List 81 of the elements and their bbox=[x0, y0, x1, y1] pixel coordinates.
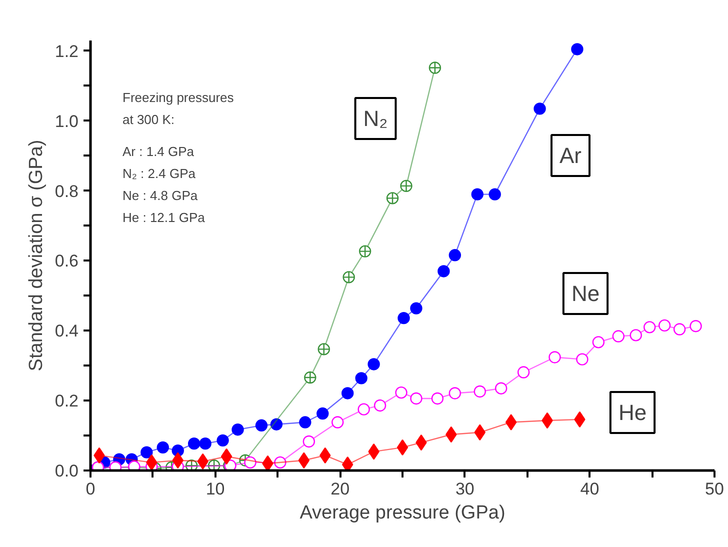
point bbox=[262, 455, 274, 470]
point bbox=[318, 343, 330, 356]
point bbox=[220, 448, 232, 465]
x-tick-label: 10 bbox=[206, 480, 225, 498]
x-axis-title: Average pressure (GPa) bbox=[300, 502, 506, 524]
annotation: N₂ bbox=[363, 106, 388, 131]
point bbox=[342, 456, 354, 470]
point bbox=[374, 399, 386, 412]
point bbox=[341, 387, 354, 400]
point bbox=[471, 188, 484, 200]
point bbox=[431, 392, 444, 405]
y-axis-title: Standard deviation σ (GPa) bbox=[26, 140, 47, 372]
annotation: at 300 K: bbox=[122, 112, 175, 127]
point bbox=[630, 329, 642, 342]
point bbox=[270, 418, 283, 430]
point bbox=[505, 414, 517, 430]
point bbox=[316, 407, 329, 420]
point bbox=[592, 336, 605, 348]
y-tick-label: 0.4 bbox=[54, 322, 79, 341]
point bbox=[396, 439, 408, 456]
y-tick-label: 0.0 bbox=[54, 462, 79, 480]
annotation: Ar bbox=[560, 143, 582, 168]
point bbox=[494, 382, 508, 394]
point bbox=[571, 43, 584, 56]
point bbox=[298, 452, 310, 468]
annotation: Ne : 4.8 GPa bbox=[122, 188, 198, 203]
point bbox=[302, 435, 315, 448]
point bbox=[304, 371, 316, 384]
point bbox=[658, 319, 671, 332]
point bbox=[299, 416, 312, 428]
x-tick-label: 0 bbox=[86, 480, 96, 498]
point bbox=[534, 102, 546, 115]
y-tick-label: 1.2 bbox=[54, 42, 79, 61]
point bbox=[517, 366, 530, 378]
point bbox=[244, 456, 256, 469]
annotation: He bbox=[618, 400, 647, 425]
x-tick-label: 40 bbox=[580, 480, 600, 498]
point bbox=[644, 321, 656, 334]
x-tick-label: 30 bbox=[455, 480, 474, 498]
point bbox=[395, 386, 408, 399]
annotation: He : 12.1 GPa bbox=[122, 210, 206, 225]
point bbox=[368, 358, 380, 370]
point bbox=[332, 416, 344, 428]
point bbox=[216, 434, 229, 447]
point bbox=[673, 323, 686, 336]
point bbox=[474, 385, 486, 398]
point bbox=[255, 419, 268, 432]
point bbox=[400, 180, 412, 192]
x-tick-label: 20 bbox=[330, 480, 350, 498]
point bbox=[438, 265, 450, 278]
annotation: N₂ : 2.4 GPa bbox=[122, 166, 196, 181]
point bbox=[232, 424, 244, 436]
point bbox=[358, 245, 372, 258]
annotation: Freezing pressures bbox=[122, 90, 234, 105]
point bbox=[576, 353, 588, 366]
point bbox=[488, 188, 501, 200]
point bbox=[355, 372, 368, 384]
y-tick-label: 0.2 bbox=[54, 392, 79, 411]
point bbox=[548, 351, 561, 364]
point bbox=[690, 320, 702, 332]
point bbox=[274, 456, 286, 469]
point bbox=[448, 249, 462, 262]
point bbox=[140, 446, 153, 458]
point bbox=[199, 437, 212, 450]
point bbox=[358, 403, 370, 416]
point bbox=[398, 312, 410, 324]
point bbox=[156, 441, 169, 454]
point bbox=[428, 62, 442, 74]
point bbox=[410, 392, 422, 405]
point bbox=[612, 330, 625, 342]
annotation: Ne bbox=[571, 281, 600, 306]
annotation: Ar : 1.4 GPa bbox=[122, 144, 195, 159]
point bbox=[342, 271, 355, 284]
y-tick-label: 0.8 bbox=[54, 182, 79, 201]
point bbox=[188, 437, 200, 450]
point bbox=[386, 192, 399, 204]
y-tick-label: 0.6 bbox=[54, 252, 79, 271]
point bbox=[448, 387, 462, 400]
point bbox=[410, 302, 422, 314]
x-tick-label: 50 bbox=[705, 480, 724, 498]
y-tick-label: 1.0 bbox=[54, 112, 79, 131]
